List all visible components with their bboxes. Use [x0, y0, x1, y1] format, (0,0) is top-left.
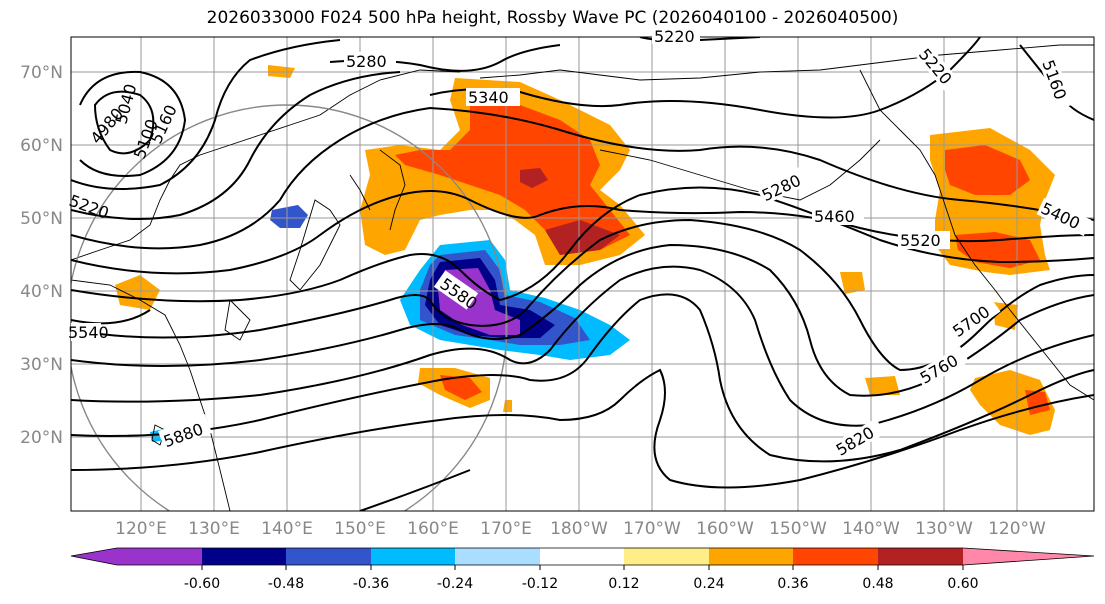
lon-label: 150°W	[769, 519, 827, 539]
colorbar-tick-label: 0.60	[947, 576, 978, 592]
colorbar-segment	[371, 548, 456, 565]
map-title: 2026033000 F024 500 hPa height, Rossby W…	[206, 8, 899, 28]
radius-circle	[71, 104, 508, 511]
colorbar-tick-label: -0.48	[268, 576, 304, 592]
lon-label: 170°W	[623, 519, 681, 539]
colorbar-extend-right	[963, 548, 1094, 565]
colorbar-segment	[286, 548, 371, 565]
lat-label: 30°N	[20, 355, 63, 375]
lat-label: 40°N	[20, 282, 63, 302]
colorbar-tick-label: 0.12	[608, 576, 639, 592]
lat-tick-labels: 70°N 60°N 50°N 40°N 30°N 20°N	[20, 63, 63, 448]
contour-label: 5280	[346, 52, 387, 71]
lon-label: 130°W	[915, 519, 973, 539]
lat-label: 70°N	[20, 63, 63, 83]
map-area	[71, 37, 1094, 511]
map-frame	[70, 36, 1095, 512]
colorbar-tick-label: -0.12	[522, 576, 558, 592]
lon-label: 120°E	[115, 519, 167, 539]
lon-label: 160°E	[407, 519, 459, 539]
lat-label: 50°N	[20, 209, 63, 229]
colorbar-segment	[202, 548, 287, 565]
colorbar: -0.60 -0.48 -0.36 -0.24 -0.12 0.12 0.24 …	[70, 547, 1095, 592]
lon-label: 130°E	[188, 519, 240, 539]
contour-label: 5220	[654, 27, 695, 46]
contour-label: 5520	[900, 231, 941, 250]
lon-label: 180°W	[550, 519, 608, 539]
lon-tick-labels: 120°E 130°E 140°E 150°E 160°E 170°E 180°…	[115, 519, 1046, 539]
lat-label: 60°N	[20, 136, 63, 156]
colorbar-segment	[455, 548, 540, 565]
colorbar-tick-label: -0.60	[184, 576, 220, 592]
colorbar-tick-label: 0.36	[777, 576, 808, 592]
colorbar-tick-label: -0.36	[353, 576, 389, 592]
contour-label: 5460	[814, 207, 855, 226]
lon-label: 150°E	[334, 519, 386, 539]
colorbar-tick-label: -0.24	[437, 576, 473, 592]
contour-label: 5540	[68, 323, 109, 342]
lon-label: 140°E	[261, 519, 313, 539]
colorbar-extend-left	[71, 548, 117, 565]
colorbar-segment	[624, 548, 709, 565]
colorbar-segment	[540, 548, 625, 565]
contour-label: 5340	[468, 88, 509, 107]
height-contours	[71, 37, 1094, 511]
colorbar-segment	[117, 548, 202, 565]
lon-label: 160°W	[696, 519, 754, 539]
colorbar-tick-label: 0.24	[693, 576, 724, 592]
lon-label: 120°W	[988, 519, 1046, 539]
lat-label: 20°N	[20, 428, 63, 448]
colorbar-segment	[878, 548, 963, 565]
lon-label: 140°W	[842, 519, 900, 539]
coastlines	[71, 44, 1094, 511]
colorbar-segment	[709, 548, 794, 565]
colorbar-tick-label: 0.48	[862, 576, 893, 592]
lon-label: 170°E	[480, 519, 532, 539]
colorbar-segment	[793, 548, 878, 565]
